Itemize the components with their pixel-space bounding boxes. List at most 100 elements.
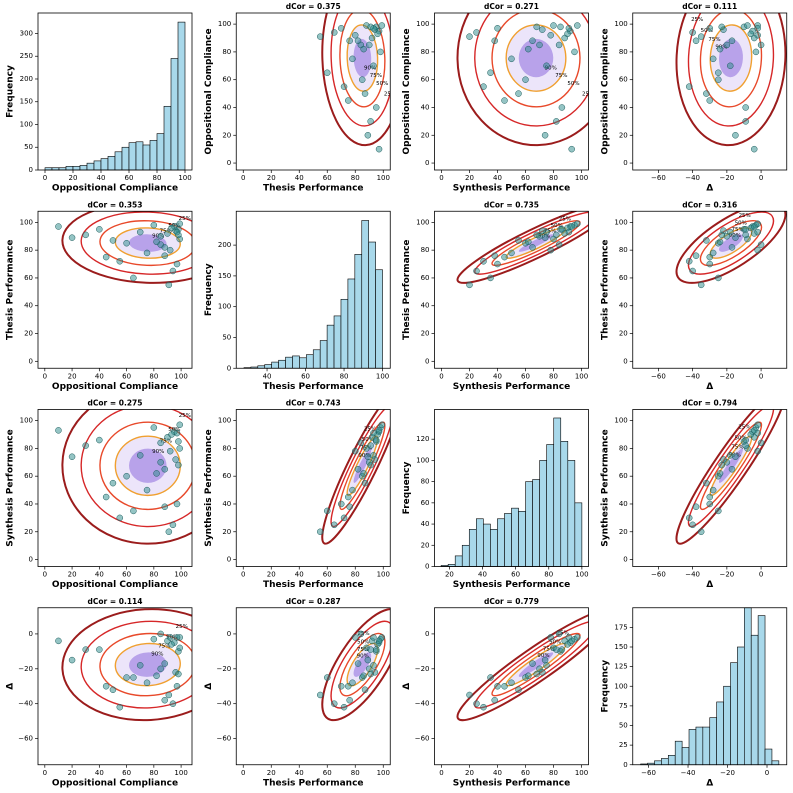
y-tick-label: 40 xyxy=(619,103,628,111)
scatter-point xyxy=(742,226,749,233)
scatter-point xyxy=(161,696,168,704)
scatter-point xyxy=(718,231,725,239)
x-tick-label: 60 xyxy=(122,571,131,579)
y-tick-label: 75 xyxy=(619,702,628,710)
x-tick-label: 60 xyxy=(323,174,332,182)
y-tick-label: −60 xyxy=(216,735,231,743)
scatter-point xyxy=(82,442,89,449)
scatter-point xyxy=(102,253,110,261)
contour-label: 75% xyxy=(357,647,369,653)
density-contour xyxy=(699,13,763,108)
contour-label: 75% xyxy=(708,37,720,43)
scatter-point xyxy=(116,514,124,522)
x-tick-label: 20 xyxy=(267,769,276,777)
scatter-point xyxy=(539,26,546,33)
scatter-point xyxy=(541,656,549,664)
contour-label: 90% xyxy=(545,66,557,72)
scatter-point xyxy=(564,641,571,648)
x-axis-label: Oppositional Compliance xyxy=(52,184,178,194)
y-tick-label: 40 xyxy=(222,103,231,111)
density-contour xyxy=(80,620,192,709)
x-tick-label: 40 xyxy=(263,372,272,380)
scatter-point xyxy=(364,453,372,460)
scatter-point xyxy=(487,69,494,76)
x-axis-label: Synthesis Performance xyxy=(453,580,570,590)
scatter-point xyxy=(173,634,181,641)
histogram-bar xyxy=(574,502,583,567)
x-tick-label: 60 xyxy=(521,769,530,777)
scatter-point xyxy=(533,670,540,678)
y-tick-label: 0 xyxy=(29,166,33,174)
y-axis-label: Thesis Performance xyxy=(600,239,610,340)
panel-title: dCor = 0.779 xyxy=(484,597,539,606)
y-tick-label: 20 xyxy=(421,541,430,549)
scatter-point xyxy=(370,634,377,641)
contour-label: 25% xyxy=(176,624,188,630)
y-tick-label: 0 xyxy=(425,159,429,167)
scatter-point xyxy=(565,25,573,32)
contour-label: 25% xyxy=(691,17,703,23)
y-axis-label: Δ xyxy=(204,683,214,690)
histogram-bar xyxy=(135,141,144,171)
x-axis-label: Synthesis Performance xyxy=(453,184,570,194)
scatter-point xyxy=(536,41,543,49)
x-tick-label: 20 xyxy=(465,174,474,182)
x-tick-label: 80 xyxy=(351,769,360,777)
x-tick-label: 20 xyxy=(267,571,276,579)
scatter-point xyxy=(727,228,734,236)
scatter-point xyxy=(480,83,487,90)
contour-label: 75% xyxy=(544,229,556,235)
scatter-point xyxy=(377,48,384,56)
scatter-point xyxy=(360,672,367,680)
scatter-point xyxy=(716,238,724,246)
scatter-point xyxy=(375,427,383,434)
scatter-point xyxy=(165,281,173,289)
x-tick-label: 0 xyxy=(43,372,47,380)
y-tick-label: 120 xyxy=(416,435,429,443)
scatter-point xyxy=(340,83,348,90)
plot-frame xyxy=(434,409,589,567)
scatter-point xyxy=(331,29,338,36)
scatter-point xyxy=(525,45,532,53)
scatter-point xyxy=(172,456,179,463)
scatter-point xyxy=(153,238,160,246)
scatter-point xyxy=(716,45,724,53)
histogram-bar xyxy=(312,349,321,369)
scatter-point xyxy=(555,241,563,248)
scatter-point xyxy=(553,118,560,125)
y-tick-label: 60 xyxy=(24,472,33,480)
scatter-point xyxy=(557,23,564,31)
scatter-point xyxy=(346,503,353,511)
scatter-point xyxy=(176,445,183,452)
scatter-point xyxy=(354,465,362,473)
y-tick-label: −20 xyxy=(216,665,231,673)
contour-label: 25% xyxy=(739,213,751,219)
y-axis-label: Thesis Performance xyxy=(6,239,16,340)
histogram-bar xyxy=(476,518,484,567)
x-tick-label: 0 xyxy=(43,769,47,777)
scatter-point xyxy=(68,656,76,664)
scatter-point xyxy=(96,226,103,233)
scatter-point xyxy=(574,220,581,228)
scatter-point xyxy=(338,500,345,508)
x-tick-label: 40 xyxy=(295,571,304,579)
panel: 25%50%75%90%dCor = 0.7350204060801000204… xyxy=(402,200,589,392)
x-tick-label: 40 xyxy=(478,571,487,579)
y-tick-label: 100 xyxy=(20,417,33,425)
scatter-point xyxy=(367,670,374,678)
y-axis-label: Δ xyxy=(6,683,16,690)
scatter-point xyxy=(173,500,181,508)
y-tick-label: 175 xyxy=(614,623,627,631)
scatter-point xyxy=(718,461,725,469)
x-tick-label: 80 xyxy=(149,372,158,380)
contour-label: 50% xyxy=(735,436,747,442)
x-tick-label: 80 xyxy=(149,571,158,579)
y-axis-label: Frequency xyxy=(402,462,412,515)
scatter-point xyxy=(116,258,124,265)
histogram-bar xyxy=(121,146,130,171)
scatter-point xyxy=(109,237,117,244)
scatter-point xyxy=(728,37,736,45)
y-tick-label: 0 xyxy=(227,159,231,167)
scatter-point xyxy=(515,90,522,97)
outer-contour xyxy=(675,409,787,545)
